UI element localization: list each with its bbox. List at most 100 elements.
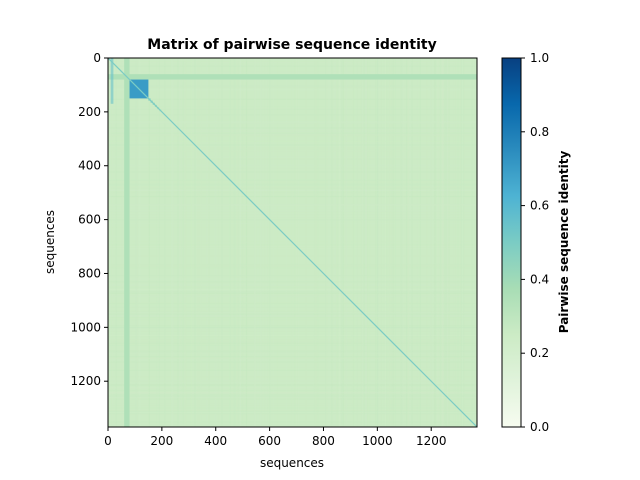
heatmap-column-texture: [254, 58, 256, 427]
heatmap-column-texture: [240, 58, 242, 427]
heatmap-row-texture: [108, 59, 477, 61]
heatmap-row-texture: [108, 203, 477, 205]
heatmap-column-texture: [430, 58, 432, 427]
heatmap-column-texture: [381, 58, 383, 427]
heatmap-column-texture: [367, 58, 369, 427]
heatmap-row-texture: [108, 103, 477, 105]
heatmap-row-texture: [108, 306, 477, 308]
heatmap-column-texture: [245, 58, 247, 427]
heatmap-row-texture: [108, 186, 477, 188]
heatmap-column-texture: [389, 58, 391, 427]
heatmap-row-texture: [108, 255, 477, 257]
heatmap-row-texture: [108, 376, 477, 378]
heatmap-column-texture: [356, 58, 358, 427]
heatmap-column-texture: [460, 58, 462, 427]
heatmap-row-texture: [108, 357, 477, 359]
heatmap-column-texture: [108, 58, 110, 427]
heatmap-row-texture: [108, 404, 477, 406]
heatmap-column-texture: [409, 58, 411, 427]
heatmap-row-texture: [108, 247, 477, 249]
heatmap-column-texture: [433, 58, 435, 427]
colorbar-tick-label: 0.8: [530, 125, 549, 139]
heatmap-row-texture: [108, 381, 477, 383]
heatmap-column-texture: [263, 58, 265, 427]
heatmap-column-texture: [386, 58, 388, 427]
heatmap-row-texture: [108, 135, 477, 137]
heatmap-row-texture: [108, 210, 477, 212]
heatmap-row-texture: [108, 292, 477, 294]
heatmap-row-texture: [108, 114, 477, 116]
heatmap-column-texture: [377, 58, 379, 427]
heatmap-row-texture: [108, 311, 477, 313]
heatmap-column-texture: [171, 58, 173, 427]
heatmap-row-texture: [108, 357, 477, 359]
heatmap-row-texture: [108, 101, 477, 103]
heatmap-row-texture: [108, 244, 477, 246]
heatmap-column-texture: [199, 58, 201, 427]
heatmap-row-texture: [108, 295, 477, 297]
heatmap-column-texture: [454, 58, 456, 427]
heatmap-row-texture: [108, 195, 477, 197]
heatmap-row-texture: [108, 335, 477, 337]
heatmap-row-texture: [108, 132, 477, 134]
heatmap-column-texture: [111, 58, 113, 427]
heatmap-row-texture: [108, 356, 477, 358]
heatmap-row-texture: [108, 325, 477, 327]
heatmap-column-texture: [361, 58, 363, 427]
heatmap-row-texture: [108, 338, 477, 340]
heatmap-row-texture: [108, 335, 477, 337]
heatmap-column-texture: [109, 58, 111, 427]
heatmap-column-texture: [390, 58, 392, 427]
heatmap-column-texture: [442, 58, 444, 427]
heatmap-column-texture: [194, 58, 196, 427]
heatmap-column-texture: [463, 58, 465, 427]
heatmap-column-texture: [108, 58, 110, 427]
heatmap-column-texture: [433, 58, 435, 427]
heatmap-column-texture: [136, 58, 138, 427]
heatmap-column-texture: [269, 58, 271, 427]
heatmap-row-texture: [108, 120, 477, 122]
heatmap-column-texture: [206, 58, 208, 427]
heatmap-row-texture: [108, 192, 477, 194]
x-tick-label: 1000: [362, 434, 393, 448]
heatmap-column-texture: [269, 58, 271, 427]
heatmap-column-texture: [316, 58, 318, 427]
heatmap-row-texture: [108, 140, 477, 142]
heatmap-column-texture: [135, 58, 137, 427]
heatmap-column-texture: [471, 58, 473, 427]
heatmap-row-texture: [108, 319, 477, 321]
heatmap-column-texture: [334, 58, 336, 427]
heatmap-column-texture: [236, 58, 238, 427]
heatmap-column-texture: [433, 58, 435, 427]
heatmap-row-texture: [108, 424, 477, 426]
heatmap-row-texture: [108, 352, 477, 354]
heatmap-row-texture: [108, 424, 477, 426]
heatmap-row-texture: [108, 147, 477, 149]
heatmap-row-texture: [108, 325, 477, 327]
heatmap-row-texture: [108, 80, 477, 82]
heatmap-row-texture: [108, 58, 477, 60]
heatmap-column-texture: [148, 58, 150, 427]
heatmap-row-texture: [108, 339, 477, 341]
heatmap-column-texture: [361, 58, 363, 427]
heatmap-column-texture: [164, 58, 166, 427]
heatmap-row-texture: [108, 89, 477, 91]
heatmap-row-texture: [108, 303, 477, 305]
heatmap-row-texture: [108, 291, 477, 293]
heatmap-column-texture: [325, 58, 327, 427]
x-tick-label: 400: [204, 434, 227, 448]
heatmap-row-texture: [108, 327, 477, 329]
heatmap-column-texture: [137, 58, 139, 427]
heatmap-column-texture: [184, 58, 186, 427]
heatmap-column-texture: [115, 58, 117, 427]
heatmap-row-texture: [108, 65, 477, 67]
heatmap-row-texture: [108, 85, 477, 87]
heatmap-row-texture: [108, 164, 477, 166]
heatmap-column-texture: [215, 58, 217, 427]
heatmap-column-texture: [446, 58, 448, 427]
heatmap-row-texture: [108, 179, 477, 181]
heatmap-column-texture: [351, 58, 353, 427]
heatmap-row-texture: [108, 98, 477, 100]
heatmap-row-texture: [108, 315, 477, 317]
